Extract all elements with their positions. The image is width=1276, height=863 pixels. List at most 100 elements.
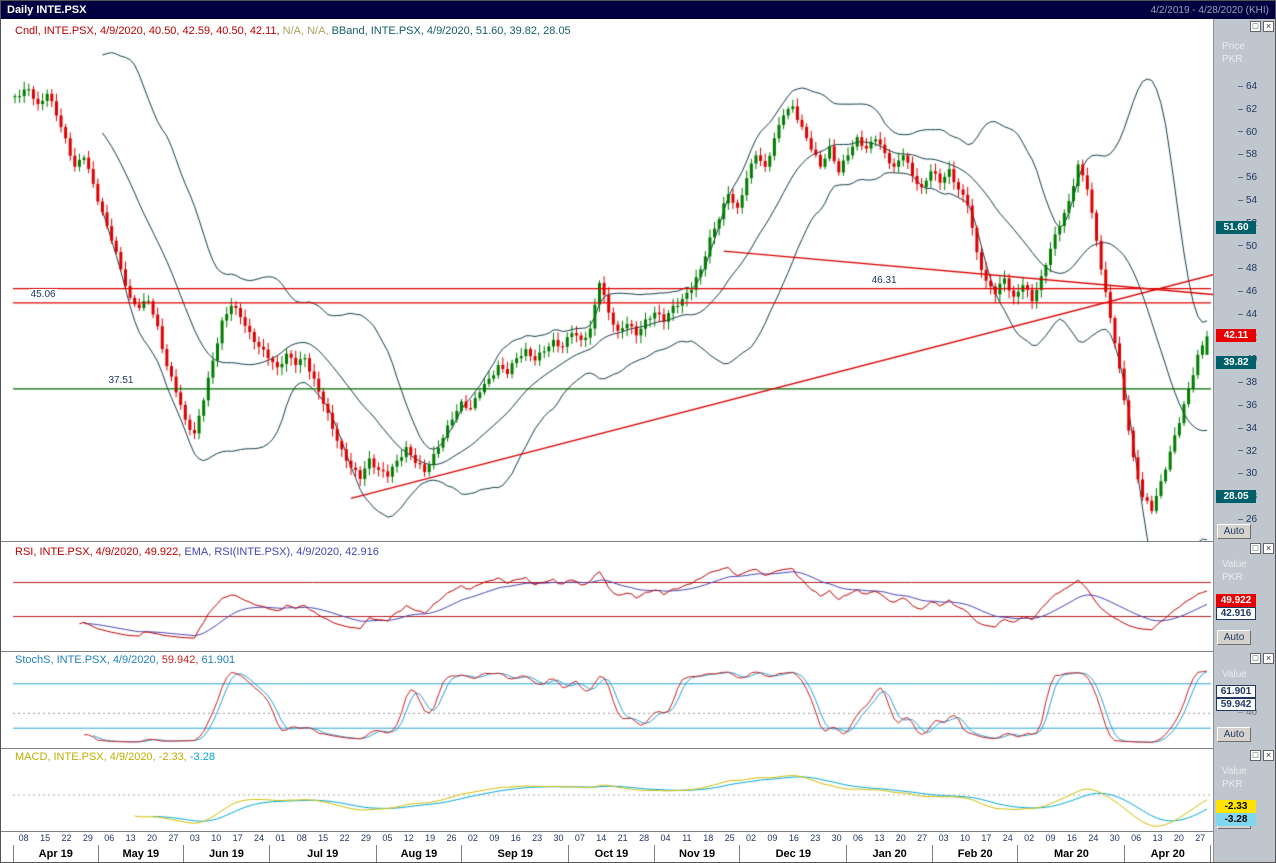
x-axis-tick: 05 — [382, 833, 393, 843]
x-axis-tick: 21 — [617, 833, 628, 843]
x-axis-tick: 20 — [147, 833, 158, 843]
macd-value-box: -2.33 — [1216, 800, 1256, 813]
close-icon[interactable]: × — [1263, 750, 1274, 761]
panel-separator — [1, 651, 1213, 652]
x-axis-tick: 20 — [895, 833, 906, 843]
x-axis-tick: 13 — [125, 833, 136, 843]
x-axis-tick: 24 — [1088, 833, 1099, 843]
stoch-k-value: 59.942, — [161, 654, 199, 666]
x-axis-tick: 25 — [724, 833, 735, 843]
auto-scale-button[interactable]: Auto — [1217, 727, 1251, 742]
price-value-box: 28.05 — [1216, 489, 1256, 503]
price-axis-tick: 46 — [1238, 287, 1257, 297]
x-axis-tick: 01 — [275, 833, 286, 843]
panel-window-buttons: □ × — [1250, 750, 1274, 761]
stoch-legend: StochS, INTE.PSX, 4/9/2020, 59.942, 61.9… — [15, 654, 235, 666]
rsi-ema-legend-text: EMA, RSI(INTE.PSX), 4/9/2020, 42.916 — [184, 546, 379, 558]
x-axis-tick: 14 — [596, 833, 607, 843]
stoch-value-box: 61.901 — [1216, 685, 1256, 699]
x-axis-tick: 26 — [446, 833, 457, 843]
x-axis-month: Nov 19 — [655, 845, 741, 862]
price-axis-tick: 64 — [1238, 82, 1257, 92]
x-axis-month: Mar 20 — [1018, 845, 1126, 862]
price-value-box: 42.11 — [1216, 329, 1256, 343]
stoch-axis-title: Value — [1222, 669, 1247, 680]
x-axis-tick: 27 — [1195, 833, 1206, 843]
x-axis-tick: 20 — [1173, 833, 1184, 843]
x-axis-tick: 03 — [938, 833, 949, 843]
rsi-axis[interactable]: □ × Value PKR 49.922 42.916 Auto — [1214, 541, 1275, 651]
page-title: Daily INTE.PSX — [7, 4, 87, 16]
price-axis-tick: 44 — [1238, 309, 1257, 320]
x-axis-month: Jun 19 — [184, 845, 270, 862]
x-axis-tick: 27 — [168, 833, 179, 843]
x-axis-tick: 07 — [574, 833, 585, 843]
price-chart-canvas[interactable] — [1, 19, 1213, 541]
price-axis-tick: 54 — [1238, 195, 1257, 206]
stoch-value-box: 59.942 — [1216, 698, 1256, 712]
close-icon[interactable]: × — [1263, 653, 1274, 664]
stoch-legend-text: StochS, INTE.PSX, 4/9/2020, — [15, 654, 159, 666]
close-icon[interactable]: × — [1263, 543, 1274, 554]
stoch-chart-canvas[interactable] — [1, 651, 1213, 748]
x-axis-month: Jul 19 — [270, 845, 377, 862]
value-axis-column[interactable]: □ × Price PKR 64626058565452504846444240… — [1213, 19, 1275, 862]
close-icon[interactable]: × — [1263, 21, 1274, 32]
x-axis-tick: 11 — [682, 833, 692, 843]
price-level-label: 45.06 — [28, 288, 58, 300]
date-range-label: 4/2/2019 - 4/28/2020 (KHI) — [1150, 4, 1269, 16]
x-axis-tick: 08 — [296, 833, 307, 843]
x-axis-tick: 24 — [1002, 833, 1013, 843]
title-bar: Daily INTE.PSX 4/2/2019 - 4/28/2020 (KHI… — [1, 1, 1275, 19]
rsi-legend-text: RSI, INTE.PSX, 4/9/2020, 49.922, — [15, 546, 182, 558]
x-axis-month: Jan 20 — [847, 845, 933, 862]
x-axis-tick: 17 — [232, 833, 243, 843]
auto-scale-button[interactable]: Auto — [1217, 524, 1251, 539]
price-value-box: 39.82 — [1216, 355, 1256, 369]
restore-icon[interactable]: □ — [1250, 543, 1261, 554]
price-level-label: 37.51 — [106, 374, 136, 386]
x-axis-tick: 29 — [82, 833, 93, 843]
x-axis-tick: 09 — [1045, 833, 1056, 843]
x-axis-tick: 18 — [703, 833, 714, 843]
x-axis-tick: 22 — [61, 833, 72, 843]
x-axis-tick: 10 — [211, 833, 222, 843]
rsi-axis-unit: PKR — [1222, 572, 1243, 583]
restore-icon[interactable]: □ — [1250, 21, 1261, 32]
price-axis-tick: 38 — [1238, 378, 1257, 388]
macd-value-box: -3.28 — [1216, 813, 1256, 826]
x-axis-months-row: Apr 19 May 19 Jun 19 Jul 19 Aug 19 Sep 19 Oct … — [1, 845, 1213, 862]
price-axis-tick: 62 — [1238, 104, 1257, 115]
x-axis-tick: 16 — [788, 833, 799, 843]
restore-icon[interactable]: □ — [1250, 750, 1261, 761]
x-axis-month: Apr 20 — [1125, 845, 1211, 862]
x-axis-tick: 02 — [746, 833, 757, 843]
restore-icon[interactable]: □ — [1250, 653, 1261, 664]
panel-window-buttons: □ × — [1250, 21, 1274, 32]
x-axis-tick: 15 — [40, 833, 51, 843]
macd-chart-canvas[interactable] — [1, 748, 1213, 831]
x-axis-month: Apr 19 — [13, 845, 99, 862]
price-axis-tick: 48 — [1238, 264, 1257, 274]
candle-legend-text: Cndl, INTE.PSX, 4/9/2020, 40.50, 42.59, … — [15, 25, 280, 37]
auto-scale-button[interactable]: Auto — [1217, 630, 1251, 645]
price-axis-tick: 58 — [1238, 150, 1257, 160]
bband-legend-text: BBand, INTE.PSX, 4/9/2020, 51.60, 39.82,… — [331, 25, 571, 37]
macd-value: -2.33, — [158, 751, 187, 763]
panel-separator — [1, 748, 1213, 749]
x-axis-tick: 29 — [360, 833, 371, 843]
stoch-axis-tick: 40 — [1238, 708, 1257, 718]
x-axis-month: Sep 19 — [462, 845, 570, 862]
x-axis-month: Aug 19 — [377, 845, 463, 862]
rsi-chart-canvas[interactable] — [1, 541, 1213, 651]
x-axis-tick: 13 — [1152, 833, 1163, 843]
panel-separator — [1, 831, 1213, 832]
x-axis-tick: 02 — [467, 833, 478, 843]
x-axis[interactable]: 08 15 22 29 06 13 20 27 03 10 17 24 01 08 15 22 29 05 12 19… — [1, 832, 1213, 862]
stoch-axis[interactable]: □ × Value 40 61.901 59.942 Auto — [1214, 651, 1275, 748]
price-axis[interactable]: □ × Price PKR 64626058565452504846444240… — [1214, 19, 1275, 541]
x-axis-tick: 30 — [831, 833, 842, 843]
macd-axis[interactable]: □ × Value PKR -2.33-3.28 Auto — [1214, 748, 1275, 849]
x-axis-tick: 16 — [1066, 833, 1077, 843]
x-axis-tick: 16 — [510, 833, 521, 843]
